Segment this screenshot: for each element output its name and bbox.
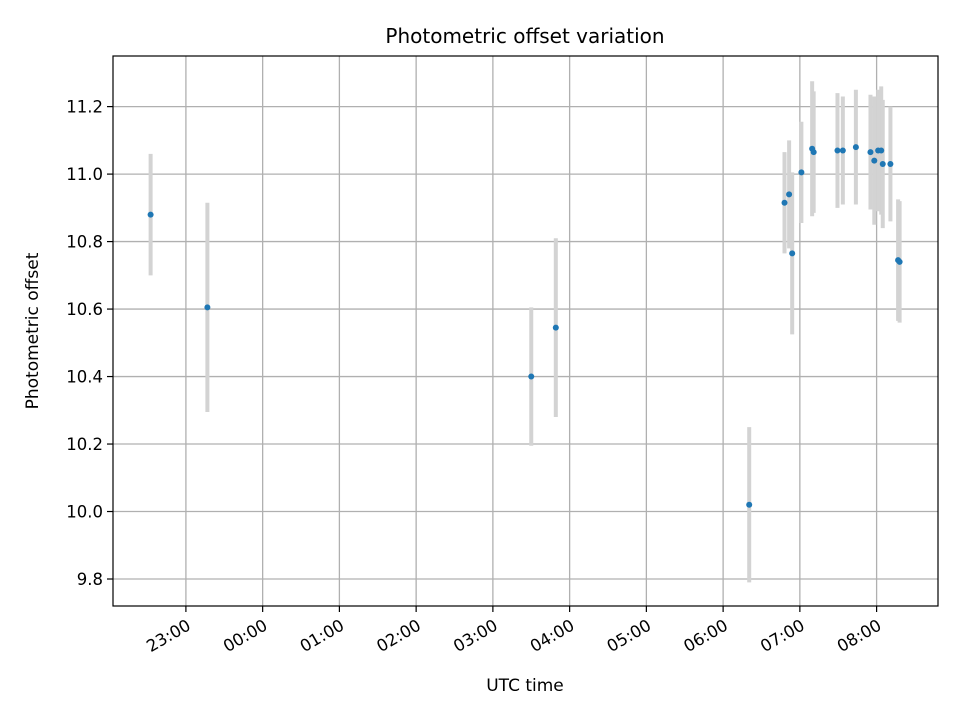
y-tick-label: 10.6 — [66, 300, 103, 319]
y-axis-ticks: 9.8 10.0 10.2 10.4 10.6 10.8 11.0 11.2 — [66, 98, 113, 589]
y-tick-label: 10.2 — [66, 435, 103, 454]
data-point — [798, 169, 805, 176]
data-point — [810, 149, 817, 156]
data-point — [552, 324, 559, 331]
y-tick-label: 10.8 — [66, 233, 103, 252]
data-point — [896, 258, 903, 265]
data-point — [839, 147, 846, 154]
y-axis-label: Photometric offset — [23, 252, 43, 409]
data-point — [887, 160, 894, 167]
data-point — [786, 191, 793, 198]
data-point — [852, 144, 859, 151]
y-tick-label: 11.2 — [66, 98, 103, 117]
plot-frame — [112, 55, 939, 607]
data-point — [878, 147, 885, 154]
y-tick-label: 9.8 — [77, 570, 103, 589]
data-point — [879, 160, 886, 167]
data-point — [781, 199, 788, 206]
data-point — [834, 147, 841, 154]
data-point — [789, 250, 796, 257]
data-point — [147, 211, 154, 218]
y-tick-label: 10.4 — [66, 368, 103, 387]
y-tick-label: 11.0 — [66, 165, 103, 184]
x-axis-label: UTC time — [486, 676, 564, 696]
data-point — [528, 373, 535, 380]
data-point — [871, 157, 878, 164]
data-point — [746, 501, 753, 508]
data-point — [204, 304, 211, 311]
chart-title: Photometric offset variation — [385, 24, 664, 48]
data-points — [147, 144, 903, 508]
y-tick-label: 10.0 — [66, 503, 103, 522]
data-point — [867, 149, 874, 156]
